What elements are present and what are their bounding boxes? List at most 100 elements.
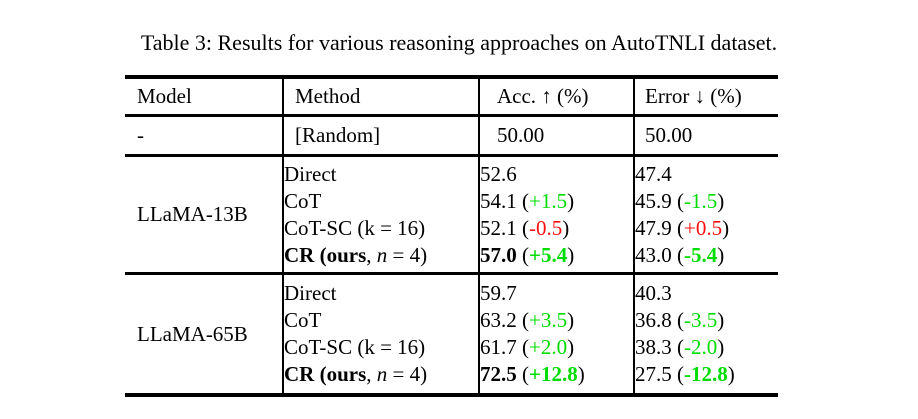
acc-cell: 63.2 (+3.5) — [480, 307, 633, 334]
acc-value: 72.5 — [480, 362, 517, 386]
error-cell: 36.8 (-3.5) — [635, 307, 778, 334]
col-header-method: Method — [282, 79, 478, 114]
error-value: 38.3 — [635, 335, 672, 359]
paren-open: ( — [516, 362, 529, 386]
acc-value: 54.1 — [480, 189, 517, 213]
method-cell: CoT — [284, 307, 478, 334]
model-section-llama65b: LLaMA-65B Direct CoT CoT-SC (k = 16) CR … — [125, 275, 778, 393]
table-bottom-rule — [125, 393, 778, 397]
method-cell: CoT-SC (k = 16) — [284, 215, 478, 242]
method-var-n: n — [376, 362, 388, 386]
acc-cell: 54.1 (+1.5) — [480, 188, 633, 215]
method-label: CoT-SC (k = 16) — [284, 335, 426, 359]
error-delta: -5.4 — [684, 243, 718, 267]
acc-value: 57.0 — [480, 243, 517, 267]
error-delta: -3.5 — [684, 308, 718, 332]
paren-close: ) — [722, 216, 730, 240]
paren-open: ( — [671, 189, 684, 213]
paren-open: ( — [516, 216, 529, 240]
error-delta: -2.0 — [684, 335, 718, 359]
acc-delta: +3.5 — [529, 308, 568, 332]
paren-close: ) — [717, 308, 725, 332]
error-cell: 47.4 — [635, 161, 778, 188]
baseline-acc-cell: 50.00 — [478, 117, 633, 154]
acc-value: 59.7 — [480, 281, 517, 305]
error-value: 47.9 — [635, 216, 672, 240]
table-caption: Table 3: Results for various reasoning a… — [140, 30, 778, 55]
method-label: CoT — [284, 189, 322, 213]
paren-close: ) — [562, 216, 570, 240]
method-label-end: = 4) — [387, 243, 428, 267]
baseline-model-cell: - — [137, 123, 144, 147]
paren-close: ) — [717, 335, 725, 359]
acc-cell: 72.5 (+12.8) — [480, 361, 633, 388]
paren-open: ( — [671, 216, 684, 240]
acc-cell: 59.7 — [480, 280, 633, 307]
method-label-end: = 4) — [387, 362, 428, 386]
method-label-bold: CR (ours — [284, 362, 367, 386]
model-section-llama13b: LLaMA-13B Direct CoT CoT-SC (k = 16) CR … — [125, 157, 778, 272]
method-cell: Direct — [284, 280, 478, 307]
acc-cell: 52.1 (-0.5) — [480, 215, 633, 242]
section-divider-rule — [125, 154, 778, 157]
acc-cell: 61.7 (+2.0) — [480, 334, 633, 361]
acc-delta: +2.0 — [529, 335, 568, 359]
col-header-accuracy: Acc. ↑ (%) — [478, 79, 633, 114]
paren-open: ( — [516, 189, 529, 213]
acc-cell: 52.6 — [480, 161, 633, 188]
method-cell: CoT-SC (k = 16) — [284, 334, 478, 361]
error-value: 27.5 — [635, 362, 672, 386]
paren-open: ( — [671, 335, 684, 359]
acc-delta: +5.4 — [529, 243, 568, 267]
error-cell: 38.3 (-2.0) — [635, 334, 778, 361]
method-cell: Direct — [284, 161, 478, 188]
paren-close: ) — [567, 243, 575, 267]
acc-value: 63.2 — [480, 308, 517, 332]
method-cell: CoT — [284, 188, 478, 215]
section-divider-rule — [125, 272, 778, 275]
acc-value: 52.6 — [480, 162, 517, 186]
acc-delta: +12.8 — [529, 362, 578, 386]
error-cell: 40.3 — [635, 280, 778, 307]
error-value: 36.8 — [635, 308, 672, 332]
method-label: Direct — [284, 162, 337, 186]
error-delta: -1.5 — [684, 189, 718, 213]
accuracy-column: 59.7 63.2 (+3.5) 61.7 (+2.0) 72.5 (+12.8… — [478, 275, 633, 393]
col-header-model: Model — [137, 84, 192, 108]
paren-open: ( — [671, 308, 684, 332]
error-delta: -12.8 — [684, 362, 728, 386]
paren-open: ( — [516, 243, 529, 267]
error-column: 40.3 36.8 (-3.5) 38.3 (-2.0) 27.5 (-12.8… — [633, 275, 778, 393]
col-header-error: Error ↓ (%) — [633, 79, 778, 114]
error-cell: 43.0 (-5.4) — [635, 242, 778, 269]
method-var-n: n — [376, 243, 388, 267]
paren-close: ) — [717, 189, 725, 213]
model-name: LLaMA-13B — [137, 202, 248, 226]
paren-close: ) — [567, 335, 575, 359]
error-column: 47.4 45.9 (-1.5) 47.9 (+0.5) 43.0 (-5.4) — [633, 157, 778, 272]
baseline-method-cell: [Random] — [282, 117, 478, 154]
error-value: 45.9 — [635, 189, 672, 213]
table-top-rule — [125, 75, 778, 79]
results-table: Model Method Acc. ↑ (%) Error ↓ (%) - [R… — [125, 75, 778, 397]
header-row: Model Method Acc. ↑ (%) Error ↓ (%) — [125, 79, 778, 114]
baseline-error-cell: 50.00 — [633, 117, 778, 154]
method-cell-cr: CR (ours, n = 4) — [284, 242, 478, 269]
acc-delta: -0.5 — [529, 216, 563, 240]
header-divider-rule — [125, 114, 778, 117]
model-name: LLaMA-65B — [137, 321, 248, 346]
paren-close: ) — [727, 362, 735, 386]
paren-open: ( — [516, 335, 529, 359]
method-column: Direct CoT CoT-SC (k = 16) CR (ours, n =… — [282, 157, 478, 272]
method-label-sep: , — [366, 362, 377, 386]
method-label: CoT-SC (k = 16) — [284, 216, 426, 240]
error-cell: 47.9 (+0.5) — [635, 215, 778, 242]
error-cell: 45.9 (-1.5) — [635, 188, 778, 215]
method-label-bold: CR (ours — [284, 243, 367, 267]
method-label: CoT — [284, 308, 322, 332]
method-cell-cr: CR (ours, n = 4) — [284, 361, 478, 388]
method-label-sep: , — [366, 243, 377, 267]
acc-value: 61.7 — [480, 335, 517, 359]
error-value: 40.3 — [635, 281, 672, 305]
paren-close: ) — [577, 362, 585, 386]
